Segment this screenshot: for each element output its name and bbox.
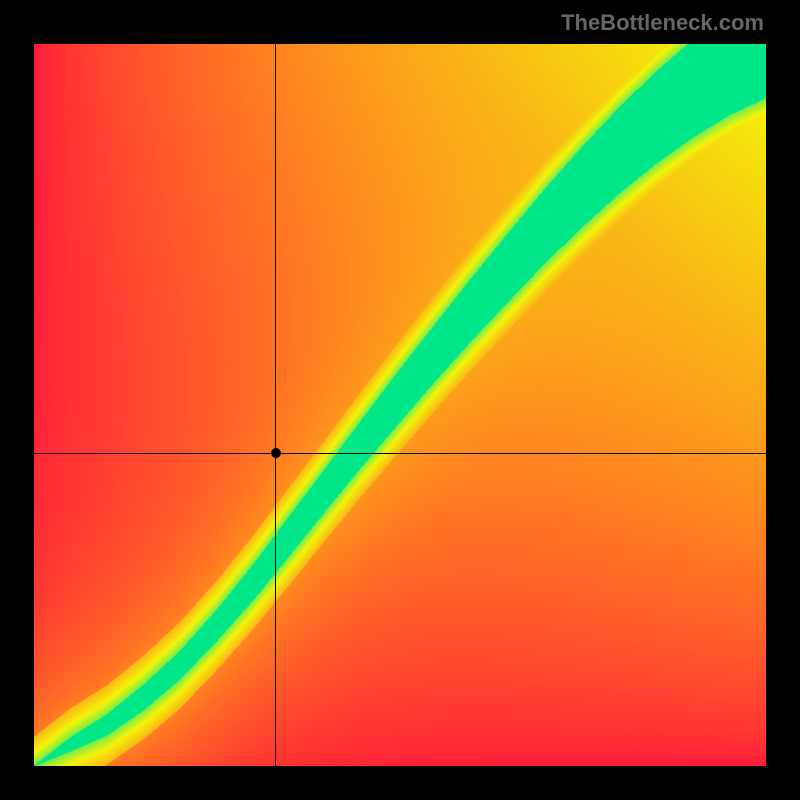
watermark-text: TheBottleneck.com <box>561 10 764 36</box>
crosshair-vertical <box>275 44 276 766</box>
crosshair-horizontal <box>34 453 766 454</box>
selection-marker[interactable] <box>271 448 281 458</box>
chart-container: TheBottleneck.com <box>0 0 800 800</box>
bottleneck-heatmap <box>34 44 766 766</box>
